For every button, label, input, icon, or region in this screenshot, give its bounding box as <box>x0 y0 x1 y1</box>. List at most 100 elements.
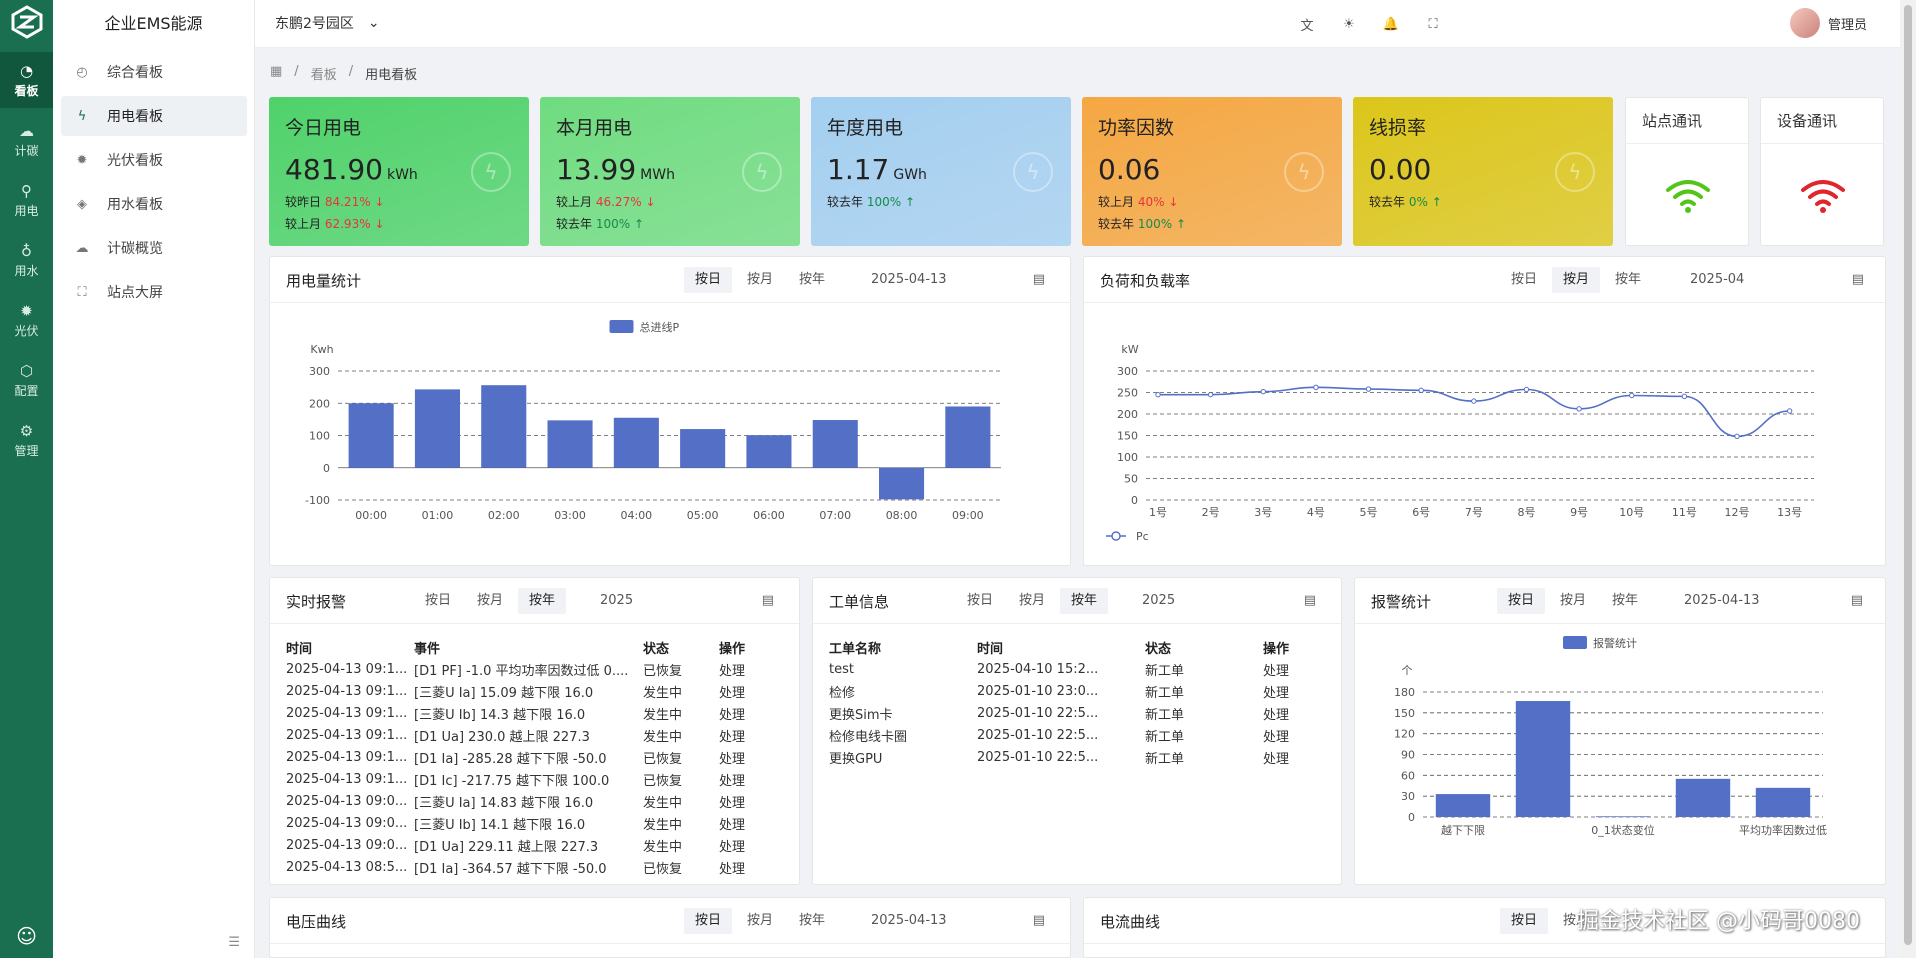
breadcrumb-item[interactable]: 看板 <box>310 68 337 83</box>
table-cell: test <box>829 661 854 677</box>
date-picker[interactable]: 2025-04-13 ▤ <box>1668 588 1873 614</box>
tab-day[interactable]: 按日 <box>425 593 452 608</box>
range-tabs: 按日 按月 <box>1500 908 1600 934</box>
tab-year[interactable]: 按年 <box>799 913 826 928</box>
handle-link[interactable]: 处理 <box>719 773 746 789</box>
menu-item-1[interactable]: ϟ 用电看板 <box>61 96 247 136</box>
handle-link[interactable]: 处理 <box>719 729 746 745</box>
tab-year[interactable]: 按年 <box>1615 272 1642 287</box>
handle-link[interactable]: 处理 <box>1263 751 1290 767</box>
calendar-icon[interactable]: ▤ <box>1851 272 1864 287</box>
handle-link[interactable]: 处理 <box>719 839 746 855</box>
rail-item-label: 管理 <box>14 443 39 458</box>
calendar-icon[interactable]: ▤ <box>761 593 774 608</box>
handle-link[interactable]: 处理 <box>719 861 746 877</box>
handle-link[interactable]: 处理 <box>1263 663 1290 679</box>
tab-month[interactable]: 按月 <box>1560 593 1587 608</box>
theme-sun-icon[interactable]: ☀ <box>1343 16 1355 32</box>
rail-item-2[interactable]: ⚲ 用电 <box>0 172 53 228</box>
menu-item-4[interactable]: ☁ 计碳概览 <box>61 228 247 268</box>
tab-day[interactable]: 按日 <box>1500 908 1549 934</box>
site-selector[interactable]: 东鹏2号园区 ⌄ <box>275 13 380 33</box>
tab-day[interactable]: 按日 <box>684 908 733 934</box>
handle-link[interactable]: 处理 <box>719 817 746 833</box>
handle-link[interactable]: 处理 <box>1263 707 1290 723</box>
date-picker[interactable]: 2025-04-13 ▤ <box>855 908 1055 934</box>
stat-compare-row: 较上月 62.93% ↓ <box>285 215 385 232</box>
avatar[interactable] <box>1790 8 1820 38</box>
calendar-icon[interactable]: ▤ <box>1303 593 1316 608</box>
bar <box>1515 701 1571 817</box>
scrollbar-thumb[interactable] <box>1904 5 1912 945</box>
y-tick-label: 200 <box>1117 408 1138 421</box>
tab-year[interactable]: 按年 <box>518 588 567 614</box>
tab-year[interactable]: 按年 <box>1060 588 1109 614</box>
data-point <box>1734 433 1740 440</box>
data-point <box>1260 388 1266 395</box>
table-cell: 新工单 <box>1145 751 1185 767</box>
tab-month[interactable]: 按月 <box>477 593 504 608</box>
handle-link[interactable]: 处理 <box>719 663 746 679</box>
handle-link[interactable]: 处理 <box>719 685 746 701</box>
menu-item-3[interactable]: ◈ 用水看板 <box>61 184 247 224</box>
rail-item-label: 用电 <box>14 203 39 218</box>
table-cell: 2025-04-13 09:1... <box>286 661 408 677</box>
user-name[interactable]: 管理员 <box>1828 18 1868 33</box>
bar <box>812 420 858 468</box>
table-cell: 已恢复 <box>643 861 683 877</box>
table-row: 2025-04-13 09:1... [D1 PF] -1.0 平均功率因数过低 … <box>286 658 779 680</box>
cloud-icon: ☁ <box>75 240 89 256</box>
app-logo-icon[interactable] <box>7 2 47 42</box>
stat-title: 功率因数 <box>1098 117 1175 139</box>
menu-item-5[interactable]: ⛶ 站点大屏 <box>61 272 247 312</box>
arrow-down-icon: ↓ <box>1168 195 1179 209</box>
bell-icon[interactable]: 🔔 <box>1382 16 1400 32</box>
tab-day[interactable]: 按日 <box>684 267 733 293</box>
home-grid-icon[interactable]: ▦ <box>270 64 283 79</box>
tab-month[interactable]: 按月 <box>747 272 774 287</box>
data-point <box>1786 408 1793 414</box>
handle-link[interactable]: 处理 <box>719 751 746 767</box>
date-picker[interactable]: 2025-04-13 ▤ <box>855 267 1055 293</box>
calendar-icon[interactable]: ▤ <box>1032 272 1045 287</box>
x-tick-label: 10号 <box>1619 506 1644 519</box>
collapse-menu-icon[interactable]: ☰ <box>228 935 240 950</box>
user-icon[interactable]: ☺ <box>16 924 37 948</box>
stat-title: 线损率 <box>1369 117 1427 139</box>
gauge-icon: ◴ <box>76 64 88 80</box>
rail-item-4[interactable]: ✹ 光伏 <box>0 292 53 348</box>
tab-day[interactable]: 按日 <box>967 593 994 608</box>
rail-item-5[interactable]: ⬡ 配置 <box>0 352 53 408</box>
tab-year[interactable]: 按年 <box>799 272 826 287</box>
x-tick-label: 13号 <box>1777 506 1802 519</box>
handle-link[interactable]: 处理 <box>719 707 746 723</box>
rail-item-3[interactable]: ♁ 用水 <box>0 232 53 288</box>
rail-item-0[interactable]: ◔ 看板 <box>0 52 53 108</box>
tab-month[interactable]: 按月 <box>1552 267 1601 293</box>
tab-month[interactable]: 按月 <box>747 913 774 928</box>
tab-month[interactable]: 按月 <box>1019 593 1046 608</box>
tab-day[interactable]: 按日 <box>1497 588 1546 614</box>
tab-day[interactable]: 按日 <box>1511 272 1538 287</box>
translate-icon[interactable]: 文 <box>1300 18 1314 34</box>
handle-link[interactable]: 处理 <box>719 795 746 811</box>
menu-item-2[interactable]: ✹ 光伏看板 <box>61 140 247 180</box>
date-picker[interactable]: 2025 ▤ <box>1126 588 1326 614</box>
handle-link[interactable]: 处理 <box>1263 685 1290 701</box>
handle-link[interactable]: 处理 <box>1263 729 1290 745</box>
menu-item-0[interactable]: ◴ 综合看板 <box>61 52 247 92</box>
rail-item-1[interactable]: ☁ 计碳 <box>0 112 53 168</box>
table-row: 2025-04-13 09:0... [三菱U Ib] 14.1 越下限 16.0… <box>286 812 779 834</box>
calendar-icon[interactable]: ▤ <box>1032 913 1045 928</box>
compare-value: 46.27% <box>595 195 642 209</box>
arrow-up-icon: ↑ <box>1431 195 1442 209</box>
date-picker[interactable]: 2025 ▤ <box>584 588 784 614</box>
fullscreen-icon[interactable]: ⛶ <box>1428 16 1438 32</box>
rail-item-6[interactable]: ⚙ 管理 <box>0 412 53 468</box>
calendar-icon[interactable]: ▤ <box>1850 593 1863 608</box>
x-tick-label: 05:00 <box>687 509 719 522</box>
stat-number: 13.99 <box>556 153 637 186</box>
tab-year[interactable]: 按年 <box>1612 593 1639 608</box>
date-picker[interactable]: 2025-04 ▤ <box>1674 267 1874 293</box>
tab-month[interactable]: 按月 <box>1563 913 1590 928</box>
